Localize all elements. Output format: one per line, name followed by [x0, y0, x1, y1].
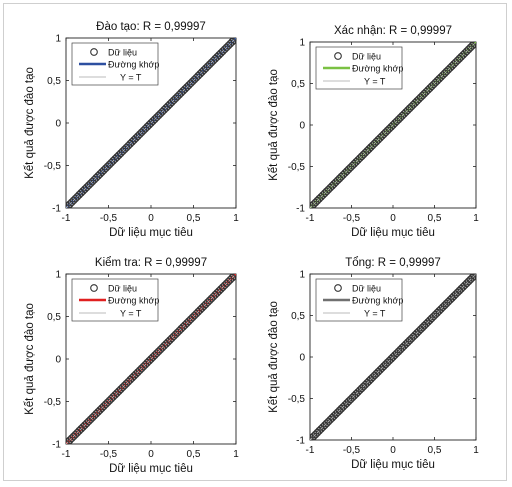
data-point — [472, 42, 476, 46]
y-tick-label: 1 — [299, 38, 305, 49]
x-tick-label: 1 — [233, 449, 239, 460]
y-tick-label: -0,5 — [44, 397, 62, 408]
x-tick-label: -0,5 — [343, 445, 361, 456]
y-tick-label: 1 — [55, 34, 61, 45]
legend-label-data: Dữ liệu — [352, 284, 381, 294]
subplot-2: Xác nhận: R = 0,99997 -1-1 -0,5 -0,5 0 0 0,5 0,… — [268, 25, 479, 239]
legend-label-yt: Y = T — [364, 309, 386, 319]
x-tick-label: 1 — [473, 213, 479, 224]
x-tick-label: 0,5 — [428, 445, 442, 456]
y-axis-label: Kết quả được đào tạo — [268, 69, 280, 181]
x-tick-label: -0,5 — [343, 213, 361, 224]
y-tick-label: -1 — [52, 440, 61, 451]
legend-marker-data — [90, 284, 98, 292]
y-tick-label: 0,5 — [47, 76, 61, 87]
legend-label-fit: Đường khớp — [352, 296, 403, 306]
legend-label-yt: Y = T — [120, 309, 142, 319]
data-markers — [310, 42, 476, 208]
x-tick-label: -0,5 — [100, 213, 118, 224]
legend-label-data: Dữ liệu — [352, 52, 381, 62]
y-tick-label: -1 — [296, 204, 305, 215]
x-tick-label: 1 — [473, 445, 479, 456]
x-axis-label: Dữ liệu mục tiêu — [109, 463, 193, 475]
data-markers — [66, 38, 236, 208]
legend-marker-data — [334, 284, 342, 292]
figure-frame: Đào tạo: R = 0,99997 -1 -1 -0,5 -0,5 0 0 0,5 0,5… — [3, 3, 507, 481]
data-point — [470, 42, 476, 48]
y-equals-t-line — [310, 42, 476, 208]
legend-label-data: Dữ liệu — [108, 284, 137, 294]
x-axis-label: Dữ liệu mục tiêu — [351, 459, 435, 471]
x-tick-label: 0,5 — [428, 213, 442, 224]
x-tick-label: -1 — [306, 445, 315, 456]
y-tick-label: 1 — [55, 270, 61, 281]
x-tick-label: -1 — [306, 213, 315, 224]
x-axis-label: Dữ liệu mục tiêu — [351, 227, 435, 239]
data-point — [230, 274, 236, 280]
x-axis-label: Dữ liệu mục tiêu — [109, 227, 193, 239]
y-axis-label: Kết quả được đào tạo — [24, 303, 36, 415]
data-point — [232, 38, 236, 42]
y-tick-label: -0,5 — [44, 161, 62, 172]
data-point — [230, 38, 236, 44]
y-tick-label: 0,5 — [291, 79, 305, 90]
legend-label-yt: Y = T — [120, 73, 142, 83]
data-point — [472, 274, 476, 278]
x-tick-label: 0 — [148, 213, 154, 224]
x-tick-label: 0,5 — [187, 213, 201, 224]
data-markers — [66, 274, 236, 444]
x-tick-label: -1 — [62, 213, 71, 224]
y-tick-label: 0 — [299, 353, 305, 364]
chart-title: Xác nhận: R = 0,99997 — [334, 25, 452, 37]
y-equals-t-line — [66, 274, 236, 444]
legend-label-fit: Đường khớp — [108, 296, 159, 306]
y-tick-label: 0,5 — [291, 311, 305, 322]
legend-marker-data — [334, 52, 342, 60]
x-tick-label: -0,5 — [100, 449, 118, 460]
y-tick-label: 0,5 — [47, 312, 61, 323]
y-tick-label: -0,5 — [288, 394, 306, 405]
subplot-1: Đào tạo: R = 0,99997 -1-1 -0,5 -0,5 0 0 0,5 0,5… — [24, 21, 239, 239]
x-tick-label: 0 — [390, 445, 396, 456]
y-tick-label: 1 — [299, 270, 305, 281]
y-tick-label: -0,5 — [288, 162, 306, 173]
data-markers — [310, 274, 476, 440]
legend-label-fit: Đường khớp — [352, 64, 403, 74]
x-tick-label: 0 — [390, 213, 396, 224]
legend-label-yt: Y = T — [364, 77, 386, 87]
y-tick-label: -1 — [52, 204, 61, 215]
y-tick-label: -1 — [296, 436, 305, 447]
x-tick-label: 1 — [233, 213, 239, 224]
regression-figure: Đào tạo: R = 0,99997-1-1-0,5-0,5000,50,5… — [24, 21, 479, 475]
legend-marker-data — [90, 48, 98, 56]
y-equals-t-line — [310, 274, 476, 440]
y-tick-label: 0 — [299, 121, 305, 132]
chart-title: Kiểm tra: R = 0,99997 — [95, 257, 207, 269]
x-tick-label: 0 — [148, 449, 154, 460]
subplot-3: Kiểm tra: R = 0,99997 -1-1 -0,5 -0,5 0 0 0,5 0,… — [24, 257, 239, 475]
legend-label-fit: Đường khớp — [108, 60, 159, 70]
data-point — [232, 274, 236, 278]
y-tick-label: 0 — [55, 355, 61, 366]
y-equals-t-line — [66, 38, 236, 208]
legend-label-data: Dữ liệu — [108, 48, 137, 58]
subplot-4: Tổng: R = 0,99997 -1-1 -0,5 -0,5 0 0 0,5 0,5 1 1 D… — [268, 257, 479, 471]
chart-title: Tổng: R = 0,99997 — [345, 257, 441, 269]
y-axis-label: Kết quả được đào tạo — [24, 67, 36, 179]
y-axis-label: Kết quả được đào tạo — [268, 301, 280, 413]
x-tick-label: -1 — [62, 449, 71, 460]
chart-title: Đào tạo: R = 0,99997 — [96, 21, 206, 33]
data-point — [470, 274, 476, 280]
y-tick-label: 0 — [55, 119, 61, 130]
x-tick-label: 0,5 — [187, 449, 201, 460]
